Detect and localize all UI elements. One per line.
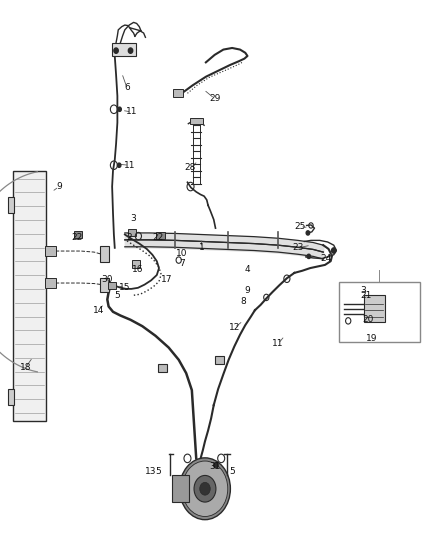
Text: 13: 13 [145, 467, 157, 476]
Bar [339, 282, 420, 342]
Bar [100, 246, 109, 262]
Circle shape [200, 482, 210, 495]
Text: 11: 11 [272, 340, 284, 348]
Text: 4: 4 [245, 265, 250, 273]
Circle shape [117, 163, 121, 167]
Circle shape [307, 254, 311, 259]
Circle shape [214, 463, 218, 468]
Bar [112, 43, 136, 56]
Text: 15: 15 [119, 284, 131, 292]
Text: 28: 28 [185, 164, 196, 172]
Text: 1: 1 [198, 244, 205, 252]
Bar [156, 232, 165, 239]
Text: 3: 3 [131, 214, 137, 223]
Text: 16: 16 [132, 265, 144, 273]
Bar [45, 278, 56, 288]
Text: 23: 23 [292, 244, 304, 252]
Text: 25: 25 [294, 222, 306, 231]
Bar [172, 475, 189, 502]
Text: 17: 17 [161, 276, 172, 284]
Text: 30: 30 [102, 276, 113, 284]
Circle shape [180, 458, 230, 520]
Bar [45, 246, 56, 256]
Text: 12: 12 [229, 324, 240, 332]
Text: 9: 9 [56, 182, 62, 191]
Bar [158, 364, 167, 372]
Text: 5: 5 [155, 467, 161, 476]
Circle shape [194, 475, 216, 502]
Text: 24: 24 [321, 254, 332, 263]
Circle shape [128, 48, 133, 53]
Text: 6: 6 [124, 84, 130, 92]
Text: 11: 11 [124, 161, 135, 169]
Text: 2: 2 [127, 233, 132, 241]
Bar [173, 89, 183, 97]
Circle shape [182, 461, 228, 516]
Text: 10: 10 [176, 249, 187, 257]
Bar [128, 229, 136, 236]
Bar [108, 282, 116, 289]
Text: 9: 9 [244, 286, 251, 295]
Bar [74, 231, 82, 238]
Bar [100, 278, 109, 292]
Text: 14: 14 [93, 306, 104, 314]
Text: 5: 5 [229, 467, 235, 476]
Bar [215, 356, 224, 364]
Text: 3: 3 [360, 286, 367, 295]
Circle shape [332, 248, 336, 253]
Text: 21: 21 [360, 292, 371, 300]
Text: 22: 22 [152, 233, 163, 241]
Text: 7: 7 [179, 260, 185, 268]
Bar [364, 295, 385, 322]
Circle shape [114, 48, 118, 53]
Bar [8, 197, 14, 213]
Bar [8, 389, 14, 405]
Text: 18: 18 [20, 364, 31, 372]
Text: 8: 8 [240, 297, 246, 305]
Bar [190, 118, 203, 124]
Text: 22: 22 [71, 233, 82, 241]
Bar [132, 260, 140, 268]
Text: 20: 20 [362, 316, 374, 324]
Text: 19: 19 [366, 334, 377, 343]
Text: 31: 31 [209, 462, 220, 471]
Bar [13, 171, 46, 421]
Text: 11: 11 [126, 108, 137, 116]
Circle shape [118, 107, 121, 111]
Circle shape [306, 231, 310, 235]
Text: 5: 5 [114, 292, 120, 300]
Text: 29: 29 [209, 94, 220, 103]
